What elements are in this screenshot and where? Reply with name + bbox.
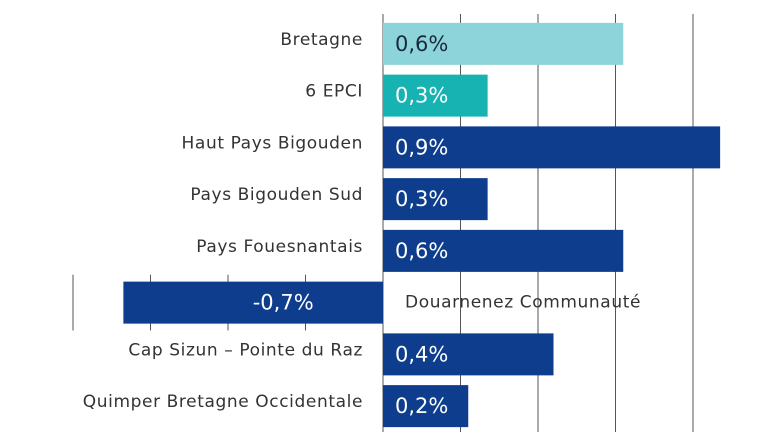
category-label: Cap Sizun – Pointe du Raz — [128, 340, 363, 360]
bar — [383, 22, 624, 65]
value-label: 0,3% — [395, 187, 448, 211]
bar — [123, 281, 383, 324]
value-label: 0,6% — [395, 32, 448, 56]
category-label: Quimper Bretagne Occidentale — [83, 392, 363, 412]
bar — [383, 126, 721, 169]
bar — [383, 333, 554, 376]
bar — [383, 229, 624, 272]
value-label: -0,7% — [253, 291, 314, 315]
value-label: 0,3% — [395, 84, 448, 108]
category-label: Bretagne — [280, 30, 363, 50]
category-label: Douarnenez Communauté — [405, 293, 641, 313]
category-label: Pays Bigouden Sud — [190, 185, 363, 205]
bar — [383, 385, 469, 428]
category-label: Haut Pays Bigouden — [182, 133, 363, 153]
value-label: 0,2% — [395, 394, 448, 418]
value-label: 0,4% — [395, 342, 448, 366]
value-label: 0,9% — [395, 135, 448, 159]
category-label: 6 EPCI — [305, 82, 363, 102]
value-label: 0,6% — [395, 239, 448, 263]
bar — [383, 178, 488, 221]
bar — [383, 74, 488, 117]
category-label: Pays Fouesnantais — [196, 237, 363, 257]
